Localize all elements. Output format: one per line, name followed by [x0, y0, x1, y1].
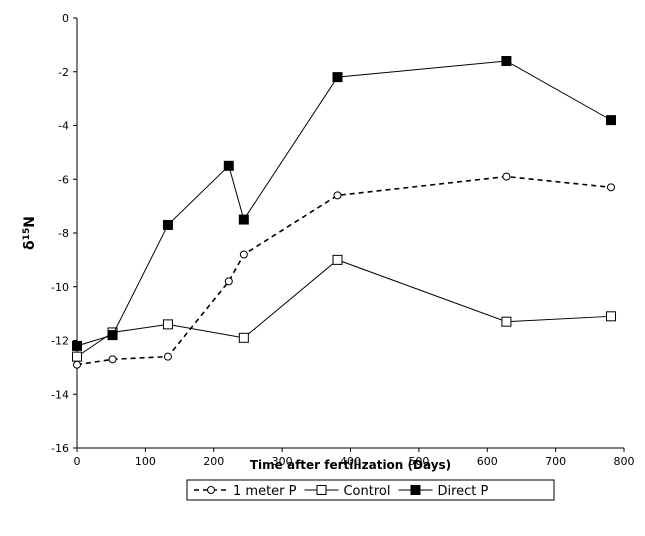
legend-marker: [316, 485, 327, 495]
y-tick-label: -2: [58, 66, 69, 79]
data-point-1-meter-p: [73, 360, 81, 369]
data-point-1-meter-p: [333, 191, 342, 200]
axes: 0 -2 -4 -6 -8 -10 -12 -14 -16 0 100 200 300 400 500 600…: [51, 12, 634, 468]
y-tick-label: 0: [62, 12, 69, 25]
data-point-control: [238, 332, 249, 343]
y-axis-title-sup: 15: [22, 228, 32, 241]
data-point-control: [501, 316, 512, 327]
y-tick-label: -12: [51, 335, 69, 348]
y-axis-title-main: δ: [22, 240, 38, 250]
x-tick-label: 700: [545, 455, 566, 468]
data-point-control: [332, 254, 343, 265]
y-tick-label: -8: [58, 227, 69, 240]
x-tick-label: 200: [203, 455, 224, 468]
data-point-direct-p: [332, 72, 343, 83]
legend-label: Control: [343, 484, 390, 499]
data-point-1-meter-p: [239, 250, 248, 259]
series-line-control: [76, 259, 612, 358]
y-axis-title-suffix: N: [22, 216, 38, 228]
legend-item-control: Control: [304, 484, 390, 499]
y-tick-label: -10: [51, 281, 69, 294]
data-point-control: [72, 351, 82, 362]
legend-item-1-meter-p: 1 meter P: [194, 484, 297, 499]
y-tick-label: -14: [51, 388, 69, 401]
x-tick-label: 800: [614, 455, 635, 468]
data-point-1-meter-p: [163, 352, 172, 361]
data-point-direct-p: [223, 160, 234, 171]
legend-box: [186, 479, 555, 501]
series-line-direct-p: [76, 60, 612, 347]
legend: 1 meter P Control Direct P: [186, 479, 555, 501]
y-tick-label: -16: [51, 442, 69, 455]
data-point-direct-p: [606, 115, 617, 126]
data-point-direct-p: [238, 214, 249, 225]
y-axis-title: δ15N: [22, 216, 38, 250]
data-point-direct-p: [162, 219, 173, 230]
series-control: [72, 254, 617, 362]
x-tick-label: 0: [74, 455, 81, 468]
data-point-1-meter-p: [607, 183, 616, 192]
x-tick-label: 500: [408, 455, 429, 468]
data-point-direct-p: [501, 56, 512, 66]
data-point-1-meter-p: [108, 355, 117, 364]
data-point-control: [162, 319, 173, 330]
legend-marker: [207, 486, 215, 494]
x-axis-title: Time after fertilization (Days): [250, 458, 451, 472]
data-point-1-meter-p: [502, 172, 511, 181]
x-tick-label: 300: [272, 455, 293, 468]
series-1-meter-p: [73, 172, 616, 369]
series-line-1-meter-p: [76, 175, 612, 366]
x-tick-label: 600: [477, 455, 498, 468]
x-tick-label: 100: [135, 455, 156, 468]
y-tick-label: -6: [58, 173, 69, 186]
data-point-direct-p: [107, 330, 118, 341]
data-point-control: [606, 311, 617, 322]
legend-label: Direct P: [437, 484, 488, 499]
series-layer: [72, 56, 617, 369]
x-tick-label: 400: [340, 455, 361, 468]
data-point-direct-p: [72, 340, 82, 351]
legend-marker: [410, 485, 421, 495]
y-tick-label: -4: [58, 120, 69, 133]
legend-item-direct-p: Direct P: [398, 484, 489, 499]
legend-label: 1 meter P: [233, 484, 297, 499]
data-point-1-meter-p: [224, 277, 233, 286]
series-direct-p: [72, 56, 617, 351]
